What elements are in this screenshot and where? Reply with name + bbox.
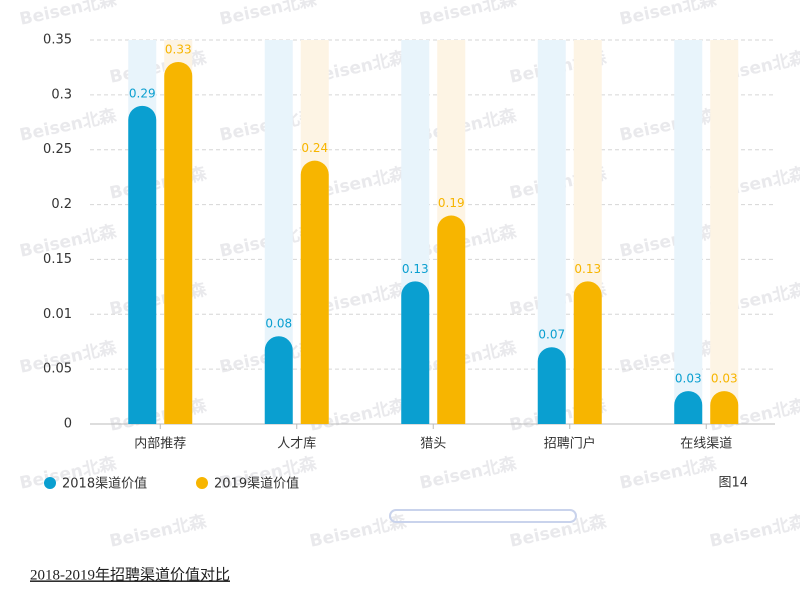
x-tick-label: 猎头: [420, 437, 446, 452]
watermark: Beisen北森: [708, 511, 800, 552]
watermark: Beisen北森: [218, 0, 319, 30]
value-label: 0.24: [301, 141, 328, 155]
scrollbar: [389, 509, 577, 523]
bar: [537, 347, 566, 424]
x-tick-label: 人才库: [277, 436, 316, 452]
watermark: Beisen北森: [18, 105, 119, 146]
watermark: Beisen北森: [618, 453, 719, 494]
y-tick-label: 0.15: [43, 252, 72, 267]
y-tick-label: 0.05: [43, 362, 72, 377]
bar: [401, 281, 430, 424]
watermark: Beisen北森: [108, 279, 209, 320]
figure-label: 图14: [718, 476, 748, 491]
bar: [128, 105, 157, 424]
watermark: Beisen北森: [108, 395, 209, 436]
bar-background: [710, 40, 739, 424]
bar: [573, 281, 602, 424]
value-label: 0.07: [538, 328, 565, 342]
value-label: 0.13: [574, 262, 601, 276]
x-tick-label: 内部推荐: [134, 436, 186, 452]
x-tick-label: 招聘门户: [544, 436, 596, 452]
watermark: Beisen北森: [418, 0, 519, 30]
watermark: Beisen北森: [108, 47, 209, 88]
value-label: 0.33: [165, 42, 192, 56]
watermark: Beisen北森: [18, 0, 119, 30]
watermark: Beisen北森: [618, 337, 719, 378]
y-tick-label: 0.01: [43, 307, 72, 322]
legend-marker: [44, 477, 56, 489]
x-tick-label: 在线渠道: [680, 437, 732, 452]
watermark: Beisen北森: [108, 163, 209, 204]
watermark: Beisen北森: [418, 337, 519, 378]
y-tick-label: 0.2: [51, 197, 72, 212]
plot: 0 0.05 0.01 0.15 0.2 0.25 0.3 0.35 0.29 0.33 内部推荐 0…: [43, 33, 775, 452]
watermark: Beisen北森: [308, 511, 409, 552]
y-tick-label: 0.25: [43, 142, 72, 157]
watermark: Beisen北森: [418, 105, 519, 146]
watermark: Beisen北森: [618, 221, 719, 262]
bar-background: [674, 40, 703, 424]
bar: [264, 336, 293, 424]
value-label: 0.13: [402, 262, 429, 276]
bar: [674, 391, 703, 424]
y-tick-label: 0: [64, 417, 72, 432]
watermark: Beisen北森: [508, 511, 609, 552]
value-label: 0.08: [265, 317, 292, 331]
caption: 2018-2019年招聘渠道价值对比: [30, 566, 230, 583]
y-tick-label: 0.35: [43, 33, 72, 48]
value-label: 0.19: [438, 196, 465, 210]
value-label: 0.03: [675, 372, 702, 386]
bar: [300, 160, 329, 424]
bar: [437, 215, 466, 424]
watermark: Beisen北森: [618, 105, 719, 146]
bar: [164, 61, 193, 424]
value-label: 0.29: [129, 86, 156, 100]
watermark: Beisen北森: [618, 0, 719, 30]
watermark: Beisen北森: [418, 221, 519, 262]
legend-label: 2018渠道价值: [62, 476, 147, 492]
watermark: Beisen北森: [108, 511, 209, 552]
legend-marker: [196, 477, 208, 489]
bar: [710, 391, 739, 424]
value-label: 0.03: [711, 372, 738, 386]
y-tick-label: 0.3: [51, 87, 72, 102]
legend-label: 2019渠道价值: [214, 476, 299, 492]
watermark: Beisen北森: [418, 453, 519, 494]
